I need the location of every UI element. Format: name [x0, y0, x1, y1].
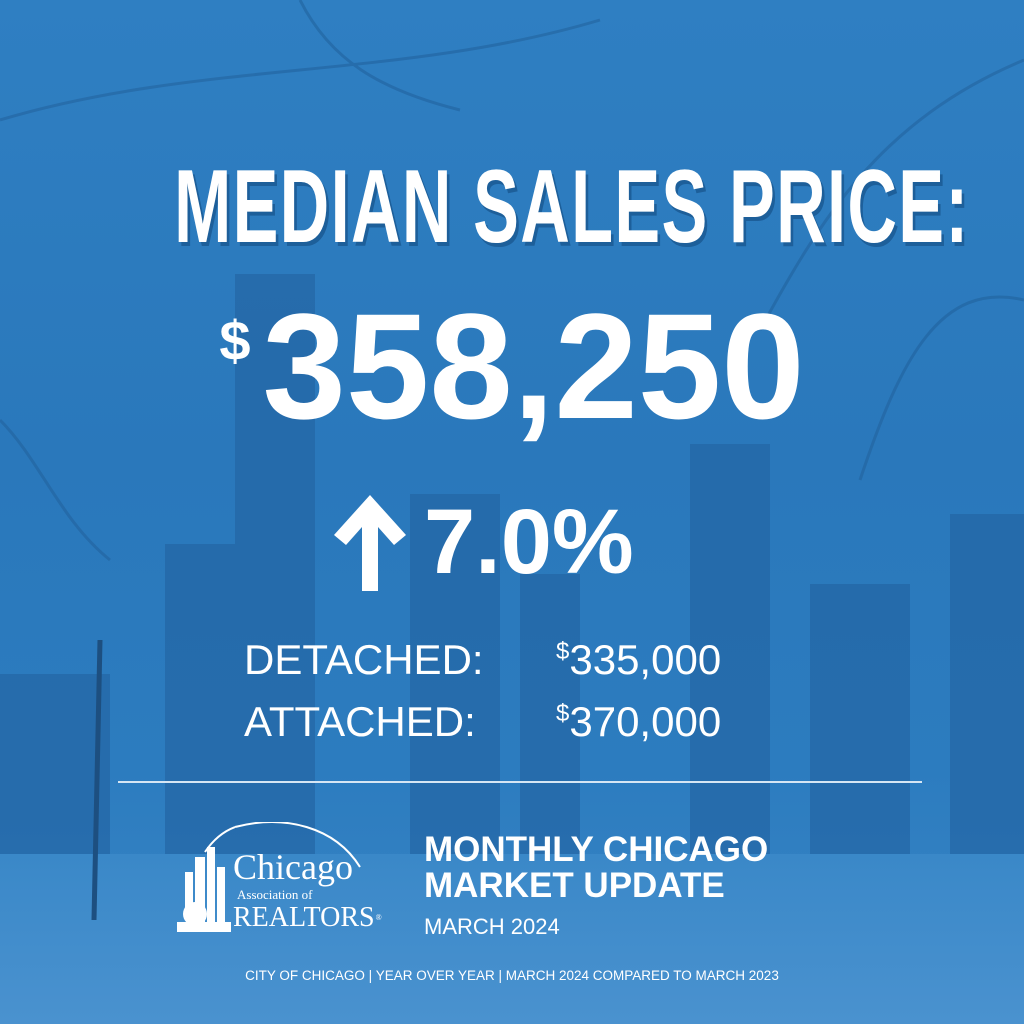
detached-label: DETACHED: [244, 636, 484, 683]
update-period: MARCH 2024 [424, 914, 560, 939]
attached-currency: $ [556, 700, 570, 727]
skyline-logo-icon [177, 826, 235, 932]
headline: MEDIAN SALES PRICE: [174, 149, 970, 265]
logo-line2: Association of [237, 887, 313, 902]
median-price: $358,250 [0, 280, 1024, 453]
update-line2: MARKET UPDATE [424, 866, 725, 905]
footer-note: CITY OF CHICAGO | YEAR OVER YEAR | MARCH… [245, 968, 779, 983]
logo-line1: Chicago [233, 847, 353, 887]
update-title: MONTHLY CHICAGO MARKET UPDATE [424, 832, 768, 904]
registered-mark: ® [375, 913, 382, 922]
chicago-realtors-logo: Chicago Association of REALTORS® [175, 822, 405, 942]
attached-value: 370,000 [569, 698, 722, 745]
divider [118, 781, 922, 783]
attached-label: ATTACHED: [244, 698, 476, 745]
detached-value: 335,000 [569, 636, 722, 683]
detached-currency: $ [556, 638, 570, 665]
update-line1: MONTHLY CHICAGO [424, 830, 769, 869]
logo-line3-wrap: REALTORS® [233, 903, 382, 933]
detached-row: DETACHED: $335,000 [244, 636, 721, 684]
logo-line3: REALTORS [233, 902, 375, 933]
logo-arc [234, 822, 361, 868]
change-value: 7.0% [424, 491, 634, 593]
price-value: 358,250 [262, 282, 805, 450]
arrow-up-icon [334, 494, 406, 591]
price-currency: $ [219, 309, 251, 372]
price-change: 7.0% [330, 490, 634, 595]
lamp-post [91, 639, 103, 921]
logo-text: Chicago Association of REALTORS® [233, 848, 382, 933]
attached-row: ATTACHED: $370,000 [244, 698, 721, 746]
